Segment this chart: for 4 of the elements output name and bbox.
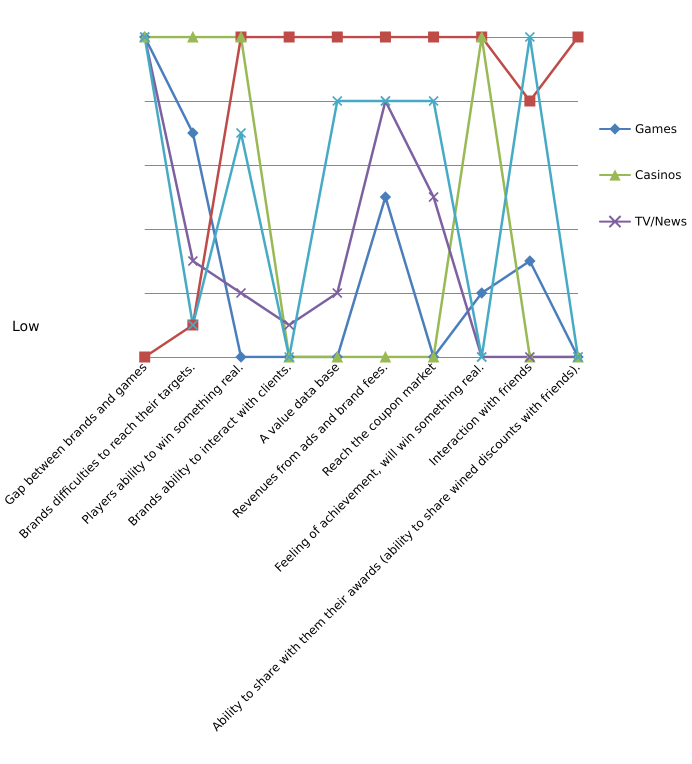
legend-label: TV/News: [634, 214, 688, 229]
legend-label: Casinos: [634, 168, 682, 182]
legend-label: Games: [634, 122, 677, 136]
text: Low: [12, 319, 40, 335]
